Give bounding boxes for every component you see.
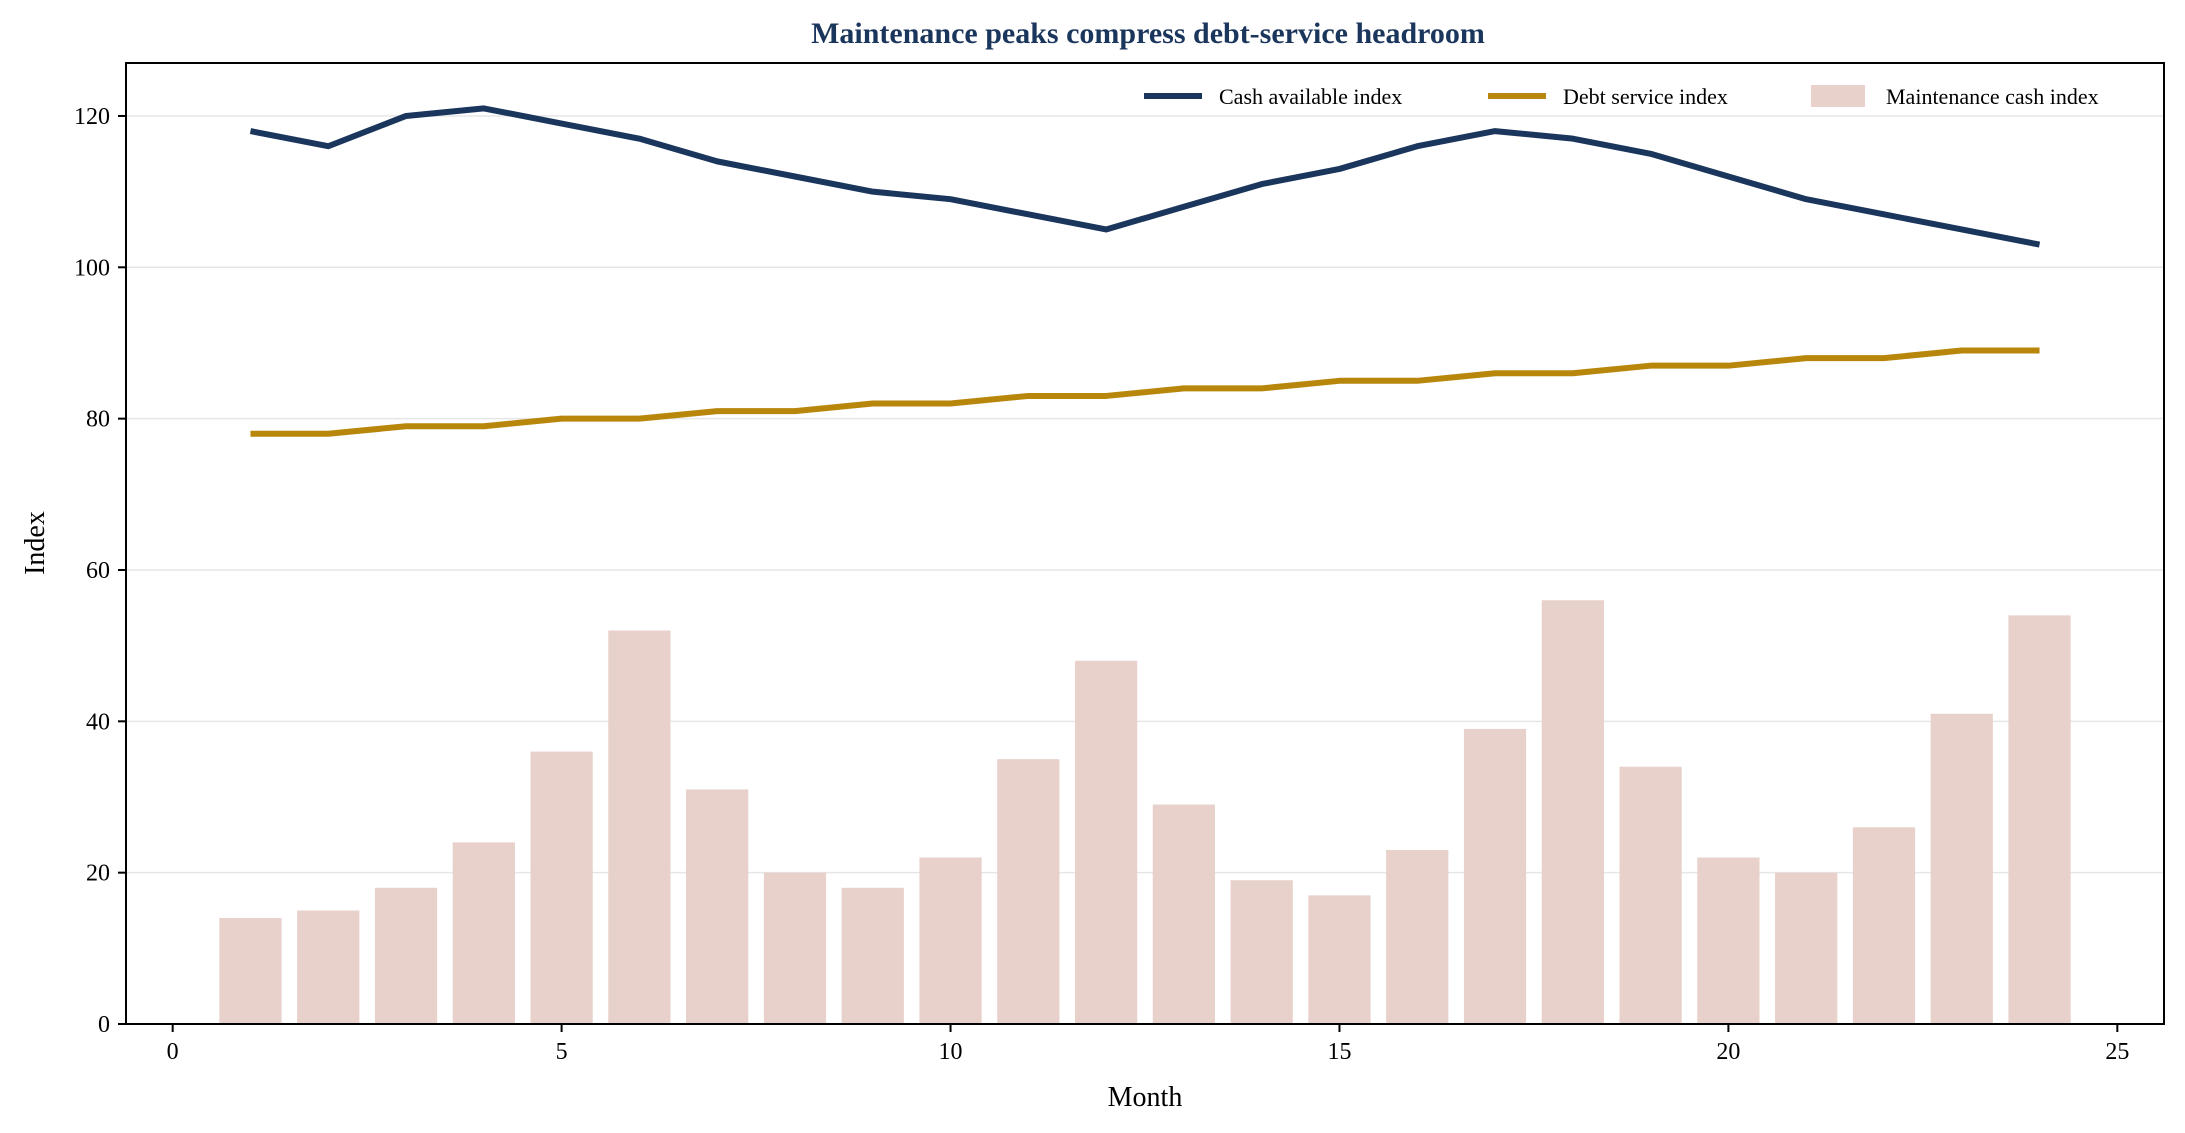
legend-label: Debt service index: [1563, 84, 1728, 109]
bar: [297, 910, 360, 1024]
bar: [2008, 615, 2071, 1024]
bar: [1697, 857, 1760, 1024]
bar: [763, 872, 827, 1024]
legend-label: Cash available index: [1219, 84, 1402, 109]
x-tick-label: 20: [1716, 1039, 1740, 1065]
bar: [1308, 895, 1371, 1024]
chart-title: Maintenance peaks compress debt-service …: [811, 17, 1485, 50]
legend-label: Maintenance cash index: [1886, 84, 2099, 109]
bar-series: [219, 600, 2071, 1024]
series-line: [250, 347, 2040, 437]
y-tick-label: 120: [74, 104, 110, 130]
x-axis-label: Month: [1108, 1082, 1183, 1113]
x-tick-label: 5: [556, 1039, 568, 1065]
y-tick-label: 80: [86, 407, 110, 433]
x-tick-label: 25: [2105, 1039, 2129, 1065]
y-tick-label: 40: [86, 709, 110, 735]
line-series: [249, 105, 2041, 437]
x-tick-label: 15: [1327, 1039, 1351, 1065]
y-tick-label: 20: [86, 861, 110, 887]
bar: [997, 759, 1060, 1024]
bar: [1541, 600, 1604, 1024]
bar: [1619, 766, 1682, 1024]
bar: [1463, 728, 1527, 1024]
series-line: [249, 105, 2041, 248]
y-tick-label: 0: [98, 1012, 110, 1038]
bar: [1852, 827, 1916, 1024]
bar: [841, 887, 904, 1024]
x-axis-ticks: 0 5 10 15 20 25: [167, 1024, 2129, 1065]
bar: [452, 842, 515, 1024]
bar: [1230, 880, 1293, 1024]
bar: [530, 751, 593, 1024]
bar: [1386, 849, 1449, 1024]
bar: [919, 857, 982, 1024]
x-tick-label: 10: [939, 1039, 963, 1065]
bar: [1074, 660, 1138, 1024]
bar: [1775, 872, 1838, 1024]
legend-swatch: [1811, 85, 1865, 107]
y-axis-label: Index: [20, 511, 51, 575]
bar: [374, 887, 438, 1024]
legend: Cash available index Debt service index Ma…: [1144, 84, 2099, 109]
x-tick-label: 0: [167, 1039, 179, 1065]
y-tick-label: 100: [74, 255, 110, 281]
y-tick-label: 60: [86, 558, 110, 584]
bar: [219, 918, 282, 1024]
y-axis-ticks: 0 20 40 60 80 100 120: [74, 104, 126, 1038]
bar: [686, 789, 749, 1024]
bar: [608, 630, 671, 1024]
plot-frame: [125, 62, 2165, 1025]
bar: [1152, 804, 1216, 1024]
bar: [1930, 713, 1993, 1024]
